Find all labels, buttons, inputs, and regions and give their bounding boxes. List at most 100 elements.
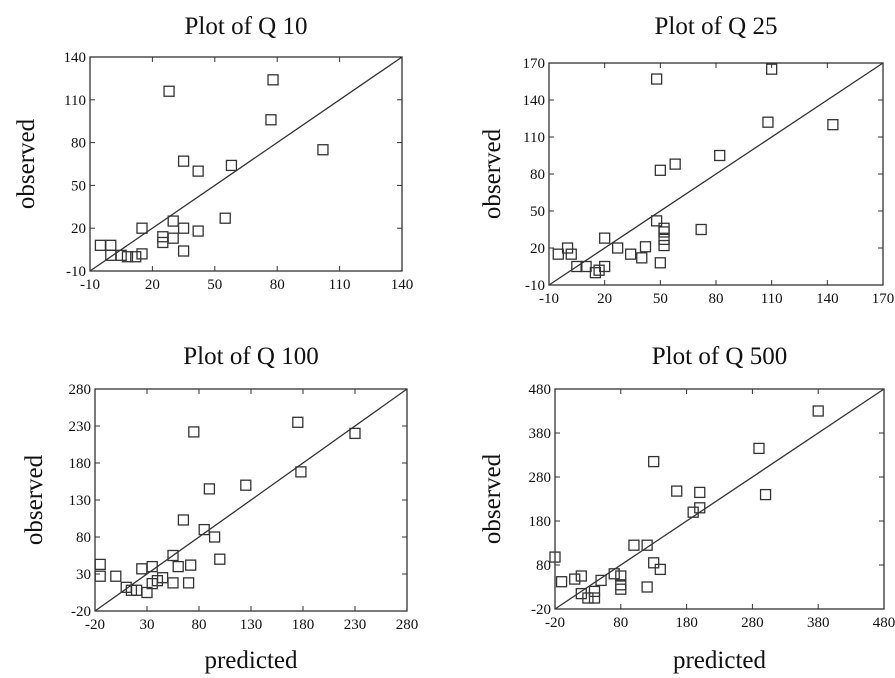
data-point	[650, 215, 663, 227]
data-point	[172, 560, 184, 573]
data-point	[654, 257, 666, 269]
data-point	[636, 252, 648, 264]
data-point	[714, 149, 726, 162]
data-point	[167, 232, 179, 244]
data-point	[575, 570, 587, 582]
data-point	[225, 159, 238, 172]
data-point	[163, 85, 175, 97]
data-point	[136, 248, 148, 260]
x-tick-label: 50	[207, 277, 222, 293]
data-point	[599, 260, 611, 273]
data-point	[766, 63, 778, 75]
data-point	[105, 239, 117, 251]
x-tick-label: -20	[85, 617, 105, 633]
data-point	[115, 249, 127, 261]
panel-title: Plot of Q 10	[185, 13, 308, 40]
data-point	[654, 164, 666, 176]
data-point	[658, 233, 670, 246]
data-point	[198, 523, 210, 536]
data-point	[595, 574, 607, 587]
data-point	[608, 568, 620, 580]
data-point	[641, 539, 653, 551]
data-point	[240, 479, 252, 491]
x-tick-label: -10	[80, 277, 100, 293]
x-tick-label: 110	[329, 277, 351, 293]
data-point	[214, 553, 226, 565]
y-tick-label: 50	[71, 178, 86, 194]
x-tick-label: 80	[192, 617, 207, 633]
data-point	[648, 455, 660, 468]
y-axis-label: observed	[13, 118, 40, 209]
x-tick-label: -20	[545, 615, 565, 631]
data-point	[658, 222, 670, 234]
y-tick-label: 20	[530, 241, 545, 257]
data-point	[565, 248, 577, 260]
data-point	[265, 114, 277, 126]
data-point	[130, 251, 142, 263]
x-tick-label: 20	[597, 291, 612, 307]
y-tick-label: 20	[71, 221, 86, 237]
x-tick-label: 140	[816, 291, 839, 307]
y-tick-label: 280	[69, 382, 92, 398]
data-point	[317, 144, 329, 156]
data-point	[185, 559, 197, 571]
y-tick-label: 30	[76, 567, 91, 583]
data-point	[94, 570, 106, 582]
panel-q100: Plot of Q 100 observed predicted -20 30 80…	[21, 343, 418, 674]
x-tick-label: 480	[873, 615, 895, 631]
y-tick-label: 140	[523, 93, 546, 109]
fit-line	[94, 388, 408, 612]
data-point	[641, 581, 653, 593]
y-tick-label: 80	[71, 136, 86, 152]
y-tick-label: 180	[69, 456, 92, 472]
data-point	[549, 551, 561, 563]
plot-frame	[89, 56, 403, 272]
x-tick-label: 30	[140, 617, 155, 633]
x-tick-label: 50	[653, 291, 668, 307]
y-tick-label: 80	[76, 530, 91, 546]
data-point	[295, 466, 307, 478]
data-point	[157, 236, 169, 249]
data-point	[192, 225, 204, 237]
data-point	[827, 119, 839, 131]
x-axis-label: predicted	[673, 647, 767, 674]
data-point	[94, 558, 106, 571]
data-point	[669, 158, 681, 170]
data-point	[694, 502, 706, 514]
data-point	[167, 577, 179, 589]
data-point	[615, 570, 627, 582]
panel-q10: Plot of Q 10 observed -10 20 50 80 110 140 -10…	[13, 13, 413, 293]
data-point	[110, 570, 122, 582]
data-point	[571, 260, 583, 273]
x-tick-label: 280	[396, 617, 419, 633]
data-point	[628, 539, 640, 551]
data-point	[762, 116, 774, 128]
panel-q500: Plot of Q 500 observed predicted -20 80 18…	[479, 343, 895, 674]
x-tick-label: 80	[613, 615, 628, 631]
data-point	[157, 231, 169, 243]
y-tick-label: 170	[523, 56, 546, 72]
data-point	[192, 165, 204, 177]
data-point	[136, 563, 148, 575]
panel-q25: Plot of Q 25 observed -10 20 50 80 110 140 170…	[479, 13, 894, 307]
data-point	[177, 155, 190, 167]
y-tick-label: 180	[529, 514, 552, 530]
data-point	[561, 242, 574, 254]
data-point	[555, 576, 568, 588]
y-tick-label: 50	[530, 204, 545, 220]
data-point	[146, 560, 158, 573]
x-tick-label: -10	[539, 291, 559, 307]
data-point	[94, 239, 107, 251]
data-point	[658, 239, 670, 252]
x-tick-label: 140	[391, 277, 414, 293]
y-tick-label: 280	[529, 470, 552, 486]
y-tick-label: 380	[529, 426, 552, 442]
x-tick-label: 170	[872, 291, 895, 307]
y-tick-label: -20	[71, 604, 91, 620]
data-point	[812, 405, 824, 417]
data-point	[177, 514, 190, 526]
x-tick-label: 180	[292, 617, 315, 633]
data-point	[292, 416, 304, 428]
y-axis-label: observed	[21, 454, 48, 545]
